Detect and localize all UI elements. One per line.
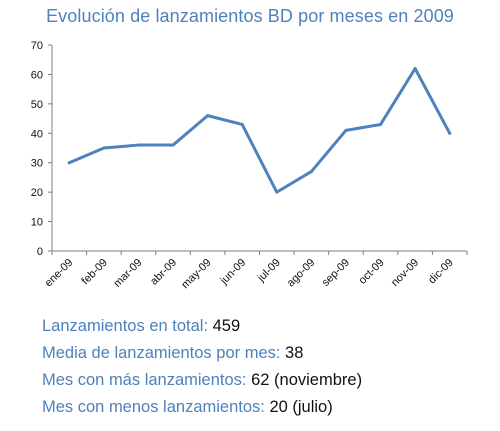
data-point [102, 146, 106, 150]
data-point [136, 143, 140, 147]
x-tick-label: dic-09 [426, 257, 456, 287]
line-chart: 0 10 20 30 40 50 60 70 ene-09 feb-09 mar-09 abr-09… [31, 40, 468, 291]
data-point [206, 114, 210, 118]
data-point [448, 131, 452, 135]
stat-min: Mes con menos lanzamientos: 20 (julio) [42, 394, 482, 421]
data-point [67, 161, 71, 165]
x-tick-label: jul-09 [255, 257, 283, 285]
data-point [413, 67, 417, 71]
series-line [67, 67, 452, 194]
y-tick-label: 0 [37, 246, 43, 258]
data-point [379, 122, 383, 126]
series-group [67, 67, 452, 194]
x-tick-label: ago-09 [285, 257, 318, 290]
stat-average: Media de lanzamientos por mes: 38 [42, 340, 482, 367]
data-point [171, 143, 175, 147]
x-tick-label: may-09 [179, 257, 213, 291]
stat-total-value: 459 [212, 317, 241, 335]
stat-average-label: Media de lanzamientos por mes: [42, 344, 281, 362]
data-point [275, 190, 279, 194]
data-point [309, 170, 313, 174]
x-tick-label: sep-09 [320, 257, 352, 289]
x-tick-label: nov-09 [389, 257, 421, 289]
stat-min-value: 20 (julio) [269, 398, 333, 416]
stat-total-label: Lanzamientos en total: [42, 317, 209, 335]
stats-panel: Lanzamientos en total: 459 Media de lanz… [42, 313, 482, 421]
y-tick-label: 70 [31, 40, 43, 52]
y-tick-label: 30 [31, 158, 43, 170]
stat-min-label: Mes con menos lanzamientos: [42, 398, 265, 416]
stat-max-label: Mes con más lanzamientos: [42, 371, 247, 389]
x-tick-label: feb-09 [79, 257, 110, 288]
x-tick-label: ene-09 [43, 257, 76, 290]
stat-max: Mes con más lanzamientos: 62 (noviembre) [42, 367, 482, 394]
x-tick-label: abr-09 [148, 257, 179, 288]
y-tick-label: 50 [31, 99, 43, 111]
stat-total: Lanzamientos en total: 459 [42, 313, 482, 340]
y-axis: 0 10 20 30 40 50 60 70 [31, 40, 53, 258]
x-tick-label: mar-09 [111, 257, 144, 290]
stat-max-value: 62 (noviembre) [251, 371, 363, 389]
y-tick-label: 20 [31, 187, 43, 199]
chart-title: Evolución de lanzamientos BD por meses e… [46, 6, 454, 26]
stat-average-value: 38 [285, 344, 304, 362]
x-tick-label: jun-09 [218, 257, 249, 288]
data-point [240, 122, 244, 126]
y-tick-label: 60 [31, 69, 43, 81]
x-tick-label: oct-09 [357, 257, 387, 287]
data-point [344, 128, 348, 132]
y-tick-label: 10 [31, 217, 43, 229]
y-tick-label: 40 [31, 128, 43, 140]
x-axis: ene-09 feb-09 mar-09 abr-09 may-09 jun-09 jul-… [43, 250, 468, 291]
